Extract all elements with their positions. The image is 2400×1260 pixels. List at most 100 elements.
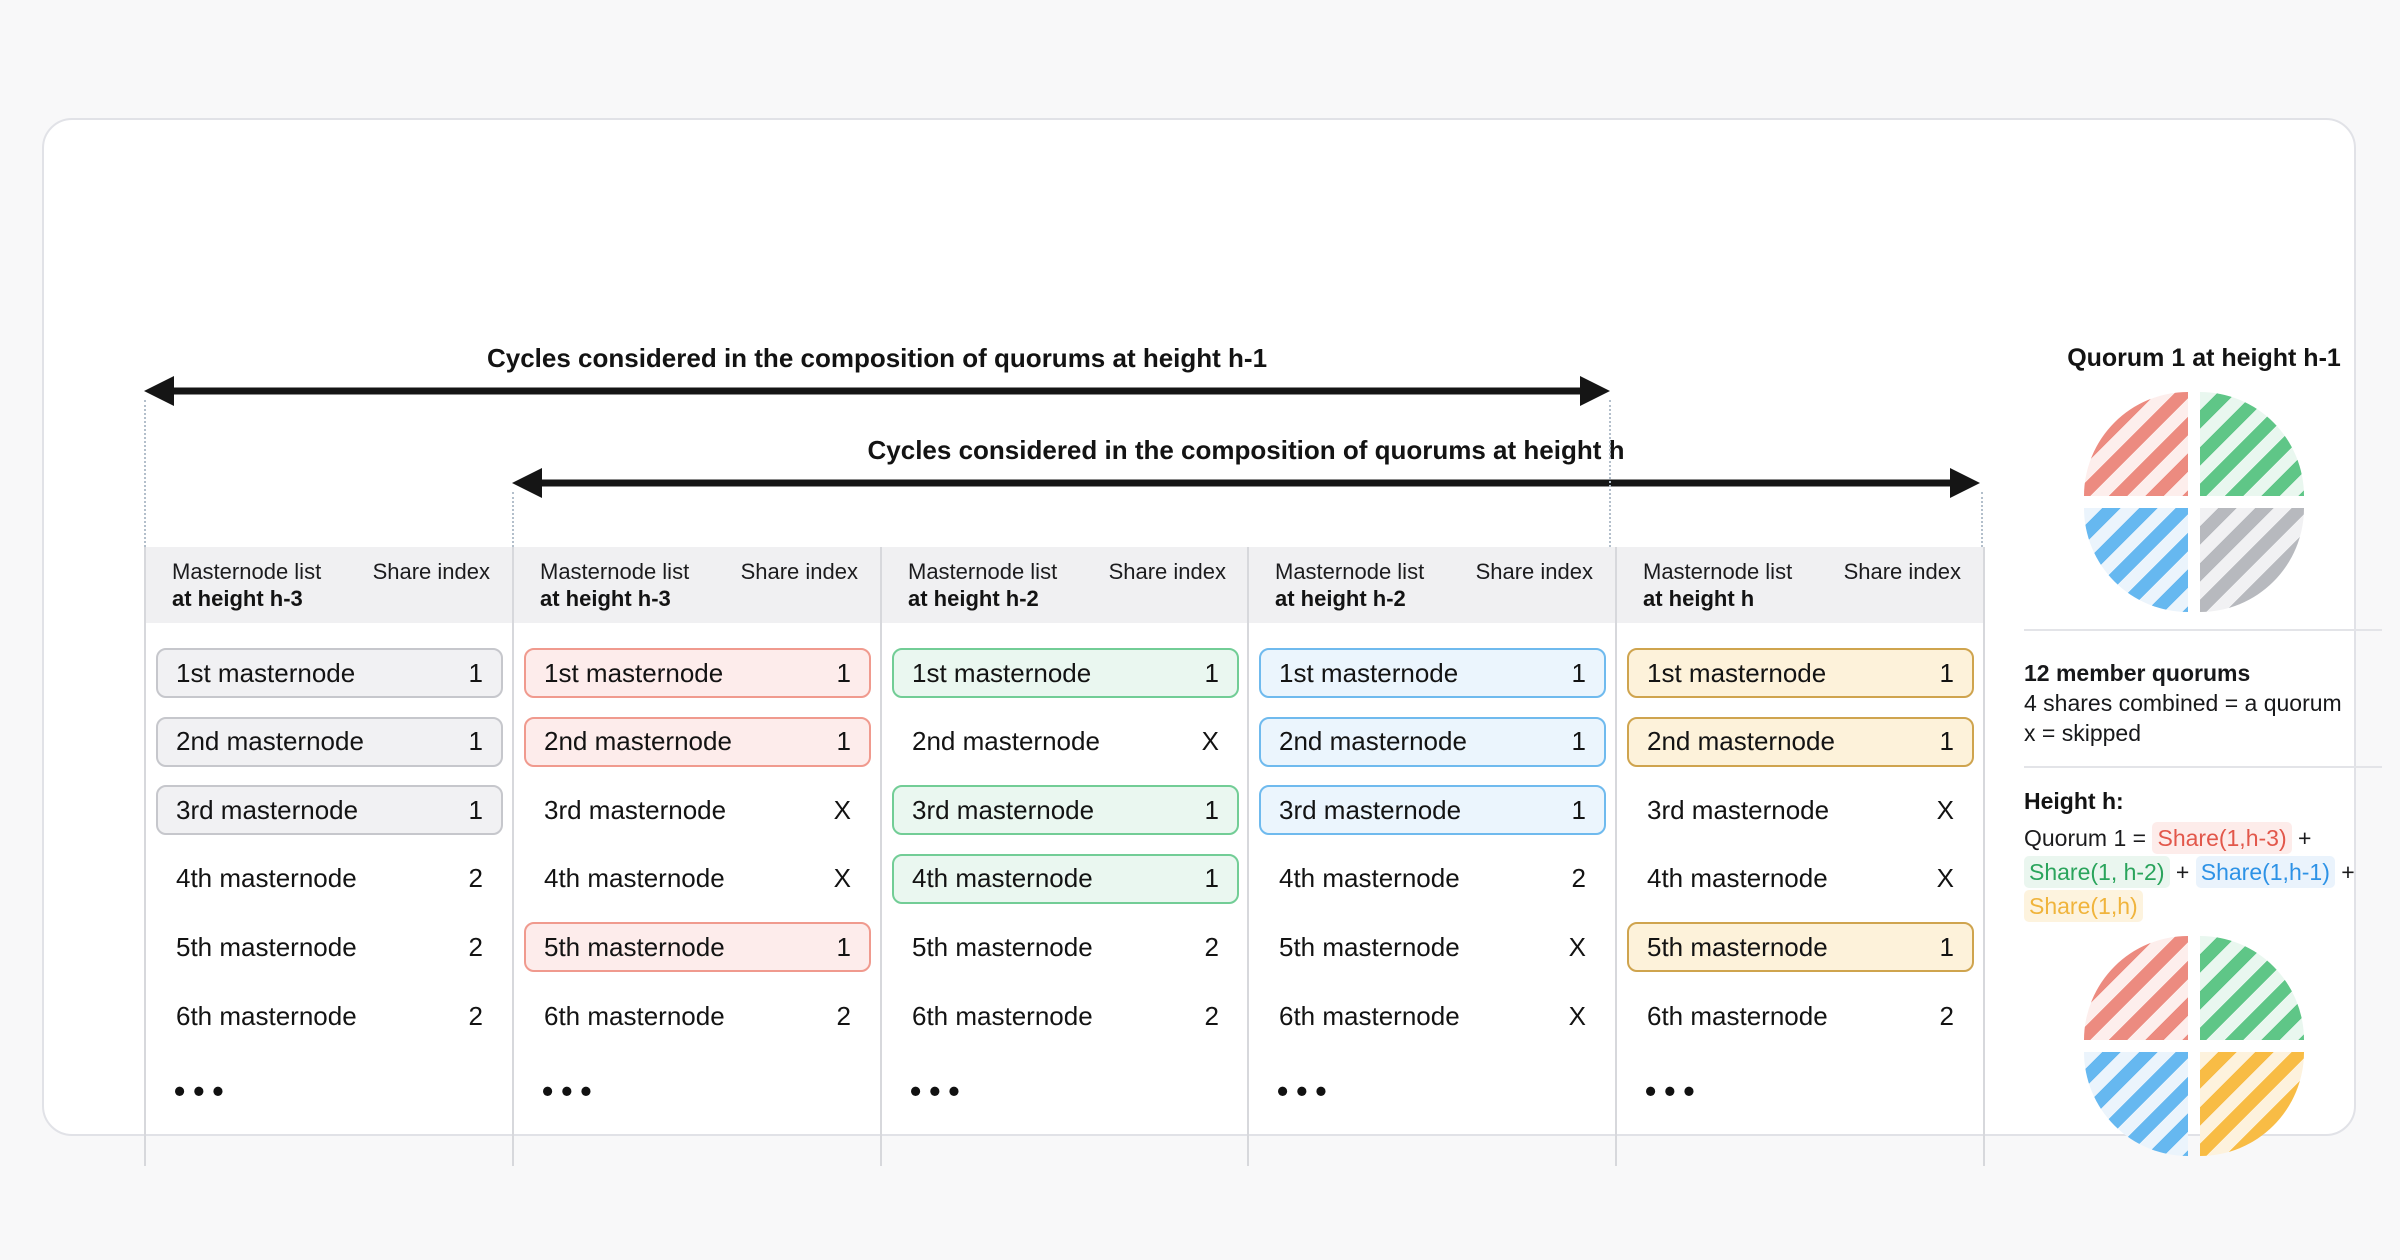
masternode-row-label: 4th masternode	[544, 863, 725, 894]
masternode-row-label: 6th masternode	[544, 1000, 725, 1031]
ellipsis-more-rows: •••	[174, 1073, 232, 1109]
share-index-value: 1	[836, 931, 851, 962]
diagram-card: Cycles considered in the composition of …	[42, 118, 2382, 1166]
dotted-guide-line	[144, 400, 146, 547]
masternode-row-label: 4th masternode	[912, 863, 1093, 894]
share-index-value: 1	[468, 657, 483, 688]
share-index-value: 2	[1939, 1000, 1954, 1031]
masternode-row-label: 1st masternode	[1647, 657, 1827, 688]
masternode-row-label: 5th masternode	[912, 931, 1093, 962]
column-title: Masternode list	[172, 559, 322, 584]
masternode-row: 1st masternode 1	[156, 648, 503, 698]
masternode-row-label: 3rd masternode	[1647, 794, 1830, 825]
red-share-quadrant	[2084, 392, 2188, 496]
share-index-value: X	[1568, 1000, 1586, 1031]
masternode-row: 2nd masternode 1	[1627, 716, 1974, 767]
masternode-row-label: 5th masternode	[1647, 931, 1828, 962]
share-index-header: Share index	[740, 559, 858, 584]
masternode-row-label: 3rd masternode	[176, 794, 359, 825]
masternode-row-label: 5th masternode	[1279, 931, 1460, 962]
masternode-row-label: 2nd masternode	[912, 726, 1100, 757]
column-subtitle: at height h-3	[172, 586, 303, 611]
masternode-row: 2nd masternode 1	[156, 716, 503, 767]
equation-line: Share(1, h-2) + Share(1,h-1) +	[2024, 855, 2400, 889]
share-term-blue: Share(1,h-1)	[2195, 856, 2335, 888]
column-header: Masternode list Share index at height h	[1617, 547, 1983, 623]
masternode-row-label: 4th masternode	[1647, 863, 1828, 894]
column-header: Masternode list Share index at height h-2	[882, 547, 1248, 623]
column-subtitle: at height h-2	[1275, 586, 1406, 611]
share-index-value: 1	[1571, 794, 1586, 825]
share-index-header: Share index	[1108, 559, 1226, 584]
masternode-row: 1st masternode 1	[524, 648, 871, 698]
legend-divider	[2024, 629, 2382, 631]
equation-line: Quorum 1 = Share(1,h-3) +	[2024, 821, 2400, 855]
share-term-green: Share(1, h-2)	[2024, 856, 2170, 888]
green-share-quadrant	[2200, 936, 2304, 1040]
masternode-row: 2nd masternode X	[892, 717, 1239, 767]
share-index-value: 1	[1571, 726, 1586, 757]
ellipsis-more-rows: •••	[910, 1073, 968, 1109]
cycle-span-label-height-h-1: Cycles considered in the composition of …	[486, 343, 1268, 373]
masternode-row: 1st masternode 1	[892, 648, 1239, 698]
share-index-value: 2	[468, 1000, 483, 1031]
masternode-column-3: Masternode list Share index at height h-2 1…	[880, 547, 1248, 1166]
column-title: Masternode list	[1275, 559, 1425, 584]
column-title: Masternode list	[540, 559, 690, 584]
masternode-row-label: 6th masternode	[1647, 1000, 1828, 1031]
ellipsis-more-rows: •••	[542, 1073, 600, 1109]
column-subtitle: at height h	[1643, 586, 1755, 611]
yellow-share-quadrant	[2200, 1052, 2304, 1156]
share-index-header: Share index	[372, 559, 490, 584]
share-index-value: X	[833, 794, 851, 825]
quorum-shares-pie-top	[2084, 392, 2304, 612]
masternode-row-label: 2nd masternode	[1647, 726, 1835, 757]
masternode-row: 4th masternode 2	[1259, 854, 1606, 904]
share-index-value: 1	[468, 794, 483, 825]
equation-line: Share(1,h)	[2024, 889, 2400, 923]
equation-text: +	[2291, 825, 2312, 851]
arrowhead-right-icon	[1580, 376, 1610, 406]
masternode-row-label: 5th masternode	[544, 931, 725, 962]
masternode-row-label: 1st masternode	[912, 657, 1092, 688]
masternode-row-label: 6th masternode	[1279, 1000, 1460, 1031]
masternode-row: 1st masternode 1	[1627, 648, 1974, 698]
legend-title: Quorum 1 at height h-1	[2067, 344, 2341, 372]
dotted-guide-line	[1609, 400, 1611, 547]
share-term-red: Share(1,h-3)	[2152, 822, 2292, 854]
masternode-row: 5th masternode X	[1259, 922, 1606, 972]
column-header: Masternode list Share index at height h-3	[514, 547, 880, 623]
masternode-row-label: 3rd masternode	[912, 794, 1095, 825]
masternode-row: 6th masternode 2	[156, 991, 503, 1041]
masternode-row: 4th masternode 2	[156, 854, 503, 904]
masternode-row-label: 4th masternode	[176, 863, 357, 894]
share-index-value: 2	[1204, 1000, 1219, 1031]
masternode-row-label: 4th masternode	[1279, 863, 1460, 894]
dotted-guide-line	[512, 492, 514, 547]
column-divider-line	[1983, 547, 1985, 1166]
column-subtitle: at height h-3	[540, 586, 671, 611]
height-h-heading: Height h:	[2024, 788, 2124, 814]
ellipsis-more-rows: •••	[1645, 1073, 1703, 1109]
masternode-row: 2nd masternode 1	[1259, 716, 1606, 767]
arrow-shaft	[536, 479, 1956, 487]
masternode-row: 4th masternode X	[524, 854, 871, 904]
legend-notes: 12 member quorums 4 shares combined = a q…	[2024, 658, 2394, 748]
cycle-span-arrow-height-h	[512, 468, 1980, 498]
masternode-row: 3rd masternode X	[524, 785, 871, 835]
legend-note: 12 member quorums	[2024, 660, 2251, 686]
masternode-column-2: Masternode list Share index at height h-3 1…	[512, 547, 880, 1166]
share-index-value: 1	[1939, 726, 1954, 757]
green-share-quadrant	[2200, 392, 2304, 496]
blue-share-quadrant	[2084, 508, 2188, 612]
share-index-value: 2	[836, 1000, 851, 1031]
masternode-column-5: Masternode list Share index at height h 1st…	[1615, 547, 1983, 1166]
arrow-shaft	[168, 387, 1586, 395]
share-index-value: X	[833, 863, 851, 894]
masternode-row-label: 2nd masternode	[544, 726, 732, 757]
column-header: Masternode list Share index at height h-2	[1249, 547, 1615, 623]
column-title: Masternode list	[1643, 559, 1793, 584]
share-index-value: 1	[468, 726, 483, 757]
share-index-value: 1	[1204, 794, 1219, 825]
